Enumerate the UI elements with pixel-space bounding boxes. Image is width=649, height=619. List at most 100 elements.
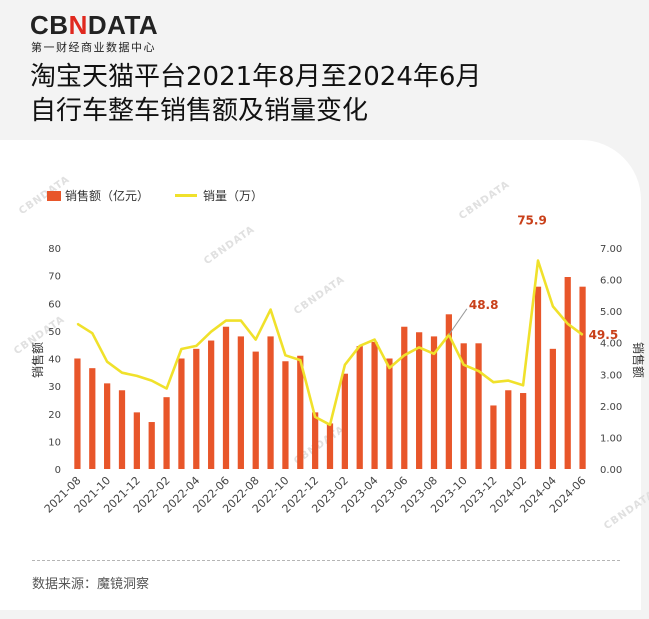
bar-2024-06 [579,286,586,469]
data-source: 数据来源：魔镜洞察 [32,577,150,592]
legend-label-volume: 销量（万） [203,189,264,203]
title-line-1: 淘宝天猫平台2021年8月至2024年6月 [30,62,482,92]
volume-point-2023-08 [433,353,435,355]
volume-point-2023-03 [359,345,361,347]
volume-point-2022-06 [225,320,227,322]
bar-2022-09 [267,336,274,469]
bar-2024-01 [505,390,512,469]
title-line-2: 自行车整车销售额及销量变化 [30,96,369,126]
volume-point-2024-06 [581,334,584,336]
volume-point-2023-07 [418,346,420,349]
volume-point-2022-10 [284,354,287,356]
y-tick-left: 70 [48,272,61,283]
bar-2023-09 [445,314,452,469]
volume-point-2021-09 [91,332,93,334]
volume-point-2022-12 [314,416,316,418]
y-tick-left: 40 [48,355,61,366]
legend-swatch-bar [47,190,61,201]
y-tick-right: 2.00 [600,402,622,413]
volume-point-2021-11 [121,372,123,374]
bar-2022-07 [237,336,244,469]
y-tick-right: 1.00 [600,433,622,444]
bar-2022-04 [193,348,200,469]
volume-point-2023-11 [477,370,480,372]
volume-point-2024-04 [552,305,554,308]
bar-2024-04 [549,348,556,469]
bar-2024-02 [520,393,527,469]
bar-2023-04 [371,341,378,469]
bar-2022-05 [208,340,215,469]
volume-point-2022-07 [240,320,242,322]
y-tick-right: 7.00 [600,244,622,255]
bar-2021-10 [104,383,111,469]
page-title: 淘宝天猫平台2021年8月至2024年6月 自行车整车销售额及销量变化 [30,60,481,128]
brand-subtitle: 第一财经商业数据中心 [31,41,156,54]
volume-point-2023-06 [403,354,405,356]
annotation-leader [448,308,468,336]
bar-2023-02 [341,373,348,469]
volume-point-2023-02 [344,364,346,366]
legend-item-sales: 销售额（亿元） [47,187,149,204]
bar-2023-01 [326,423,334,469]
bar-2023-03 [356,346,363,469]
y-tick-right: 4.00 [600,339,622,350]
volume-point-2023-01 [329,424,331,426]
bar-2023-05 [386,358,393,469]
bar-2022-08 [252,351,259,469]
bar-2024-05 [564,277,571,469]
legend-label-sales: 销售额（亿元） [65,189,150,203]
volume-point-2022-02 [165,387,168,390]
volume-point-2021-10 [106,361,108,363]
bar-2022-11 [297,355,304,469]
bar-2022-12 [312,412,319,469]
bar-2023-12 [490,405,497,469]
volume-point-2023-04 [373,338,376,341]
bar-2022-10 [282,361,289,469]
chart-card [0,140,641,610]
volume-point-2023-05 [388,367,391,369]
bar-2022-01 [148,422,155,469]
y-axis-title-left: 销售额 [30,342,45,378]
y-tick-left: 10 [48,437,61,448]
y-tick-left: 0 [55,465,61,476]
volume-point-2021-08 [76,323,79,325]
volume-point-2022-05 [210,331,212,333]
volume-point-2022-04 [195,345,197,347]
bar-2021-09 [89,368,96,469]
bar-2023-06 [401,326,408,469]
y-tick-left: 60 [48,299,61,310]
volume-point-2023-12 [492,381,495,383]
volume-point-2024-03 [537,260,539,262]
y-tick-right: 5.00 [600,307,622,318]
y-axis-title-right: 销售额 [631,342,646,378]
bar-2021-08 [74,358,81,469]
y-tick-left: 30 [48,382,61,393]
legend-item-volume: 销量（万） [175,187,263,204]
bar-2022-06 [222,326,230,469]
footer-divider [32,560,620,561]
volume-point-2024-05 [567,323,569,325]
bar-2021-12 [133,412,140,469]
bar-2023-08 [430,336,438,469]
bar-2024-03 [534,286,542,469]
annotation-label: 75.9 [517,214,547,228]
y-tick-left: 20 [48,410,61,421]
y-tick-left: 50 [48,327,61,338]
volume-point-2022-11 [299,359,301,361]
volume-point-2024-02 [522,384,524,386]
brand-logo: CBNDATA [30,10,159,40]
legend-swatch-line [175,194,197,197]
volume-point-2022-01 [151,380,153,382]
bar-2022-02 [163,397,170,469]
volume-point-2023-10 [463,364,465,366]
bar-2023-10 [460,343,467,469]
y-tick-right: 6.00 [600,276,622,287]
annotation-label: 49.5 [589,328,619,342]
y-tick-right: 3.00 [600,370,622,381]
volume-point-2022-03 [180,348,183,350]
annotation-label: 48.8 [469,298,499,312]
volume-point-2024-01 [507,380,509,382]
y-tick-left: 80 [48,244,61,255]
bar-2021-11 [118,390,126,469]
